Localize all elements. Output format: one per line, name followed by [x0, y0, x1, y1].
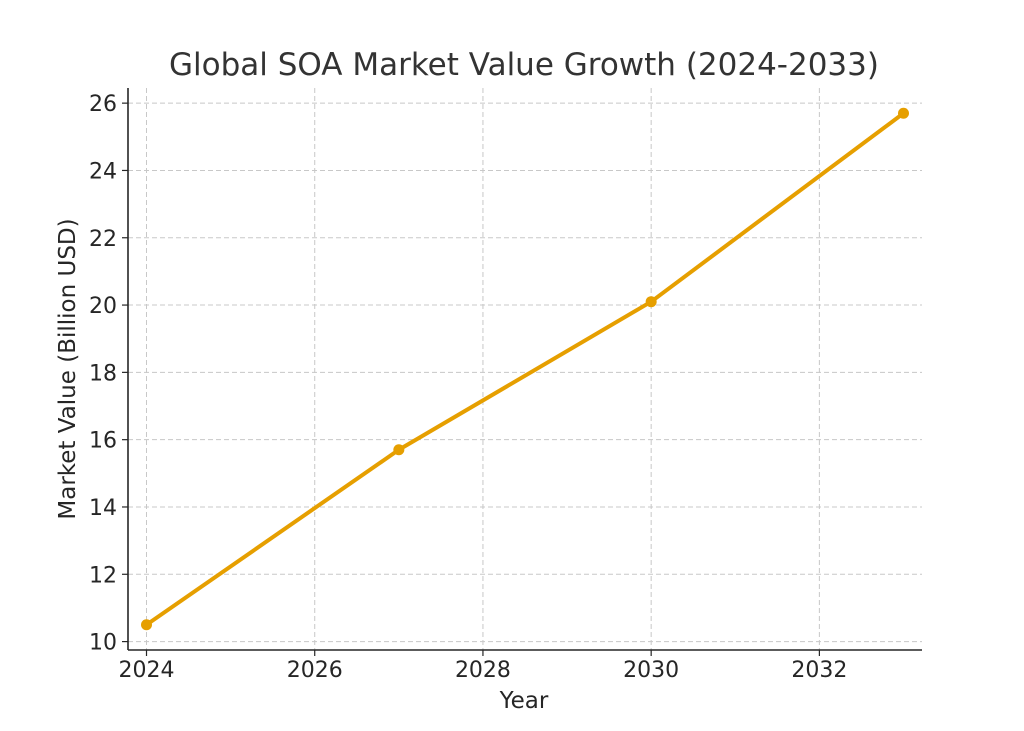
y-tick-label: 10: [89, 631, 117, 656]
x-tick-label: 2026: [287, 658, 343, 683]
x-tick-label: 2030: [623, 658, 679, 683]
x-tick-label: 2024: [119, 658, 175, 683]
y-tick-label: 24: [89, 159, 117, 184]
y-axis-label: Market Value (Billion USD): [55, 218, 81, 519]
data-point: [393, 444, 405, 456]
x-tick-label: 2028: [455, 658, 511, 683]
series-line: [144, 111, 906, 627]
series: [141, 107, 909, 631]
y-tick-label: 20: [89, 294, 117, 319]
x-axis-label: Year: [499, 688, 549, 714]
y-tick-label: 16: [89, 429, 117, 454]
data-point: [141, 619, 153, 631]
x-tick-label: 2032: [791, 658, 847, 683]
data-point: [897, 107, 909, 119]
axes: [127, 88, 922, 651]
y-tick-label: 26: [89, 92, 117, 117]
y-tick-label: 12: [89, 563, 117, 588]
y-tick-label: 22: [89, 227, 117, 252]
chart-title: Global SOA Market Value Growth (2024-203…: [169, 47, 879, 83]
grid: [128, 88, 922, 650]
y-tick-label: 18: [89, 361, 117, 386]
y-tick-label: 14: [89, 496, 117, 521]
ticks: 2024 2026 2028 2030 2032 10 12 14 16 18 20 22 24 26: [89, 92, 847, 683]
data-point: [645, 296, 657, 308]
